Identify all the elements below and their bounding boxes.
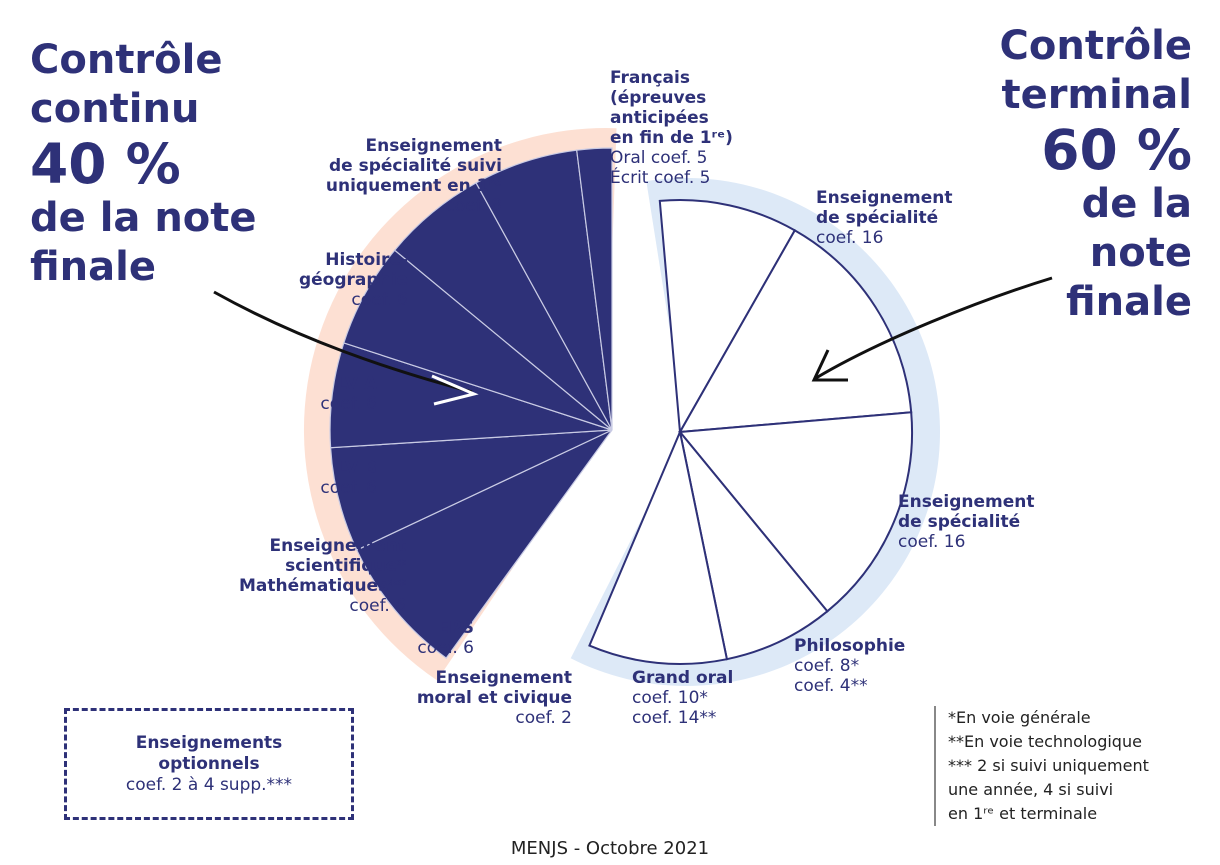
label-name: EPS	[437, 618, 474, 638]
label-name: LV A	[336, 374, 377, 394]
slice-terminal-2	[678, 229, 913, 434]
label-name: Philosophie	[794, 636, 906, 656]
controle-terminal-heading: Contrôle terminal 60 % de la note finale	[1000, 22, 1192, 327]
label-coef: Oral coef. 5 Écrit coef. 5	[610, 148, 711, 188]
label-lvb: LV B coef. 6	[320, 458, 377, 498]
arrows	[213, 276, 1053, 406]
footnote-technologique: **En voie technologique	[948, 732, 1142, 751]
slice-continu-7	[576, 147, 613, 431]
footnotes: *En voie générale **En voie technologiqu…	[934, 706, 1149, 826]
label-coef: coef. 2	[515, 708, 572, 728]
label-coef: coef. 6	[320, 478, 377, 498]
label-ens-scientifique: Enseignement scientifique* Mathématiques…	[239, 536, 406, 616]
label-coef: coef. 8* coef. 4**	[794, 656, 868, 696]
heading-line: Contrôle	[30, 37, 223, 83]
label-name: Enseignement scientifique* Mathématiques…	[239, 536, 406, 596]
label-name: LV B	[336, 458, 377, 478]
label-eps: EPS coef. 6	[417, 618, 474, 658]
label-specialite-2: Enseignement de spécialité coef. 16	[898, 492, 1034, 552]
label-lva: LV A coef. 6	[320, 374, 377, 414]
optional-courses-box: Enseignements optionnels coef. 2 à 4 sup…	[64, 708, 354, 820]
label-coef: coef. 10* coef. 14**	[632, 688, 717, 728]
label-coef: coef. 8	[445, 196, 502, 216]
heading-line: finale	[1066, 279, 1192, 325]
heading-line: de la	[1081, 181, 1192, 227]
label-coef: coef. 6	[417, 638, 474, 658]
label-name: Grand oral	[632, 668, 734, 688]
source-credit: MENJS - Octobre 2021	[510, 838, 710, 859]
optional-courses-coef: coef. 2 à 4 supp.***	[125, 774, 293, 795]
arrow-left-head	[431, 374, 479, 406]
slice-terminal-3	[678, 411, 913, 613]
label-name: Enseignement de spécialité	[898, 492, 1035, 532]
heading-line: note	[1089, 230, 1192, 276]
heading-line: continu	[30, 86, 200, 132]
label-coef: coef. 6	[349, 596, 406, 616]
heading-line: finale	[30, 244, 156, 290]
controle-continu-heading: Contrôle continu 40 % de la note finale	[30, 36, 257, 292]
label-name: Français (épreuves anticipées en fin de …	[610, 68, 733, 148]
controle-terminal-percent: 60 %	[1041, 118, 1192, 182]
label-name: Enseignement moral et civique	[416, 668, 572, 708]
slice-terminal-5	[588, 428, 729, 665]
heading-line: terminal	[1001, 72, 1192, 118]
label-francais: Français (épreuves anticipées en fin de …	[610, 68, 733, 188]
slice-continu-1	[356, 429, 613, 659]
footnote-optionnels: *** 2 si suivi uniquement une année, 4 s…	[948, 756, 1149, 823]
slice-terminal-4	[679, 431, 829, 661]
label-grand-oral: Grand oral coef. 10* coef. 14**	[632, 668, 733, 728]
label-specialite-1re: Enseignement de spécialité suivi uniquem…	[326, 136, 502, 216]
label-specialite-1: Enseignement de spécialité coef. 16	[816, 188, 952, 248]
controle-continu-percent: 40 %	[30, 132, 181, 196]
optional-courses-title: Enseignements optionnels	[135, 732, 283, 774]
slice-terminal-1	[658, 199, 797, 436]
arrow-right-line	[815, 276, 1053, 380]
arrow-left-line	[213, 290, 473, 394]
label-coef: coef. 6	[320, 394, 377, 414]
label-philosophie: Philosophie coef. 8* coef. 4**	[794, 636, 905, 696]
label-coef: coef. 6	[351, 290, 408, 310]
label-name: Enseignement de spécialité suivi uniquem…	[325, 136, 502, 196]
label-name: Enseignement de spécialité	[816, 188, 953, 228]
arrow-right-head	[811, 349, 848, 382]
controle-terminal-slices	[588, 199, 913, 665]
label-name: Histoire- géographie	[298, 250, 408, 290]
label-emc: Enseignement moral et civique coef. 2	[417, 668, 572, 728]
heading-line: Contrôle	[999, 23, 1192, 69]
label-coef: coef. 16	[816, 228, 884, 248]
label-coef: coef. 16	[898, 532, 966, 552]
controle-continu-slices	[329, 147, 613, 659]
heading-line: de la note	[30, 195, 257, 241]
label-histoire-geo: Histoire- géographie coef. 6	[299, 250, 408, 310]
footnote-general: *En voie générale	[948, 708, 1091, 727]
